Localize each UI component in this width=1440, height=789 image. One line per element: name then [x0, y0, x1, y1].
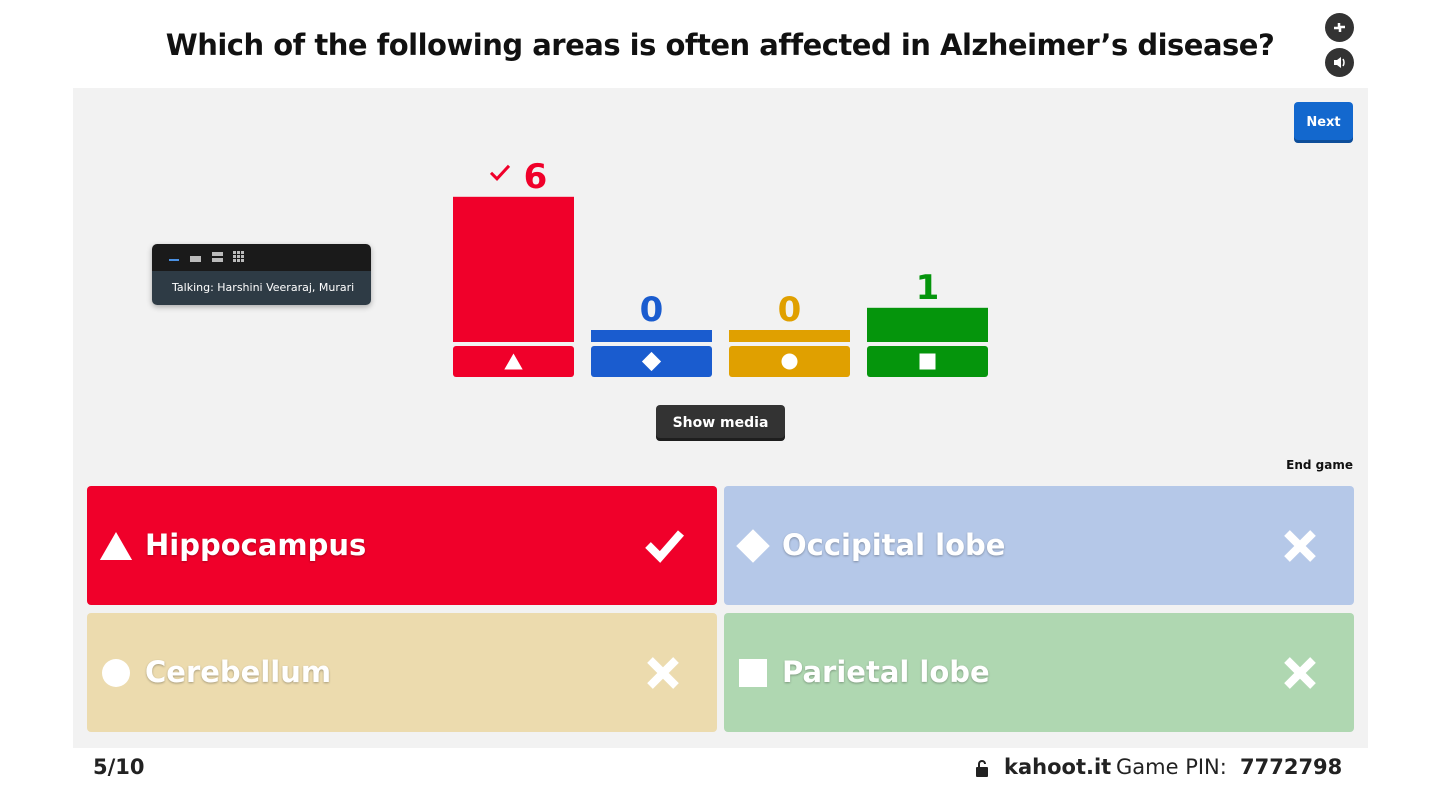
circle-icon: [781, 353, 798, 370]
progress: 5/10: [93, 755, 145, 779]
widget-toolbar: [152, 244, 371, 271]
square-icon: [919, 353, 936, 370]
icon: [1334, 57, 1345, 68]
answer-icons: [739, 657, 1316, 689]
pin-label: Game PIN:: [1116, 755, 1227, 779]
site: kahoot.it: [1004, 755, 1112, 779]
result-count: 1: [916, 268, 940, 308]
talking-text: Talking: Harshini Veeraraj, Murari: [152, 271, 371, 305]
answer-background: [724, 486, 1354, 605]
answer-background: [87, 613, 717, 732]
diamond-icon: [641, 351, 662, 372]
answer-text: Occipital lobe: [782, 528, 1006, 562]
result-count: 6: [524, 157, 548, 197]
cross-icon: [647, 657, 679, 689]
answer-card: Hippocampus: [87, 486, 717, 605]
lock-icon: [976, 760, 988, 777]
result-count: 0: [640, 290, 664, 330]
triangle-icon: [504, 353, 523, 370]
cross-icon: [1284, 530, 1316, 562]
answer-card: Occipital lobe: [724, 486, 1354, 605]
diamond-icon: [736, 529, 770, 563]
correct-check: [489, 164, 511, 181]
result-count: 0: [778, 290, 802, 330]
sound-button[interactable]: [1325, 48, 1354, 77]
fullscreen-button[interactable]: [1325, 13, 1354, 42]
answer-card: Parietal lobe: [724, 613, 1354, 732]
answer-text: Cerebellum: [145, 655, 332, 689]
question-title: Which of the following areas is often af…: [165, 28, 1275, 62]
answer-background: [724, 613, 1354, 732]
pin: 7772798: [1240, 755, 1343, 779]
end-game-button[interactable]: End game: [1286, 458, 1353, 472]
view-icons: [169, 251, 244, 262]
answer-text: Parietal lobe: [782, 655, 990, 689]
next-button[interactable]: Next: [1294, 102, 1353, 143]
answer-background: [87, 486, 717, 605]
answer-icons: [102, 657, 679, 689]
result-bar: [453, 196, 574, 342]
show-media-button[interactable]: Show media: [656, 405, 785, 441]
result-bar: [867, 307, 988, 342]
circle-icon: [102, 659, 130, 687]
square-icon: [739, 659, 767, 687]
answer-icons: [736, 529, 1316, 563]
result-bar: [729, 330, 850, 342]
cross-icon: [1284, 657, 1316, 689]
answer-card: Cerebellum: [87, 613, 717, 732]
check-icon: [645, 530, 685, 563]
answer-text: Hippocampus: [145, 528, 367, 562]
triangle-icon: [99, 532, 133, 560]
talking-widget: Talking: Harshini Veeraraj, Murari: [152, 244, 371, 305]
icon: [1334, 23, 1345, 32]
results-chart: 6 0 0 1: [453, 157, 988, 377]
answer-icons: [99, 530, 685, 563]
result-bar: [591, 330, 712, 342]
